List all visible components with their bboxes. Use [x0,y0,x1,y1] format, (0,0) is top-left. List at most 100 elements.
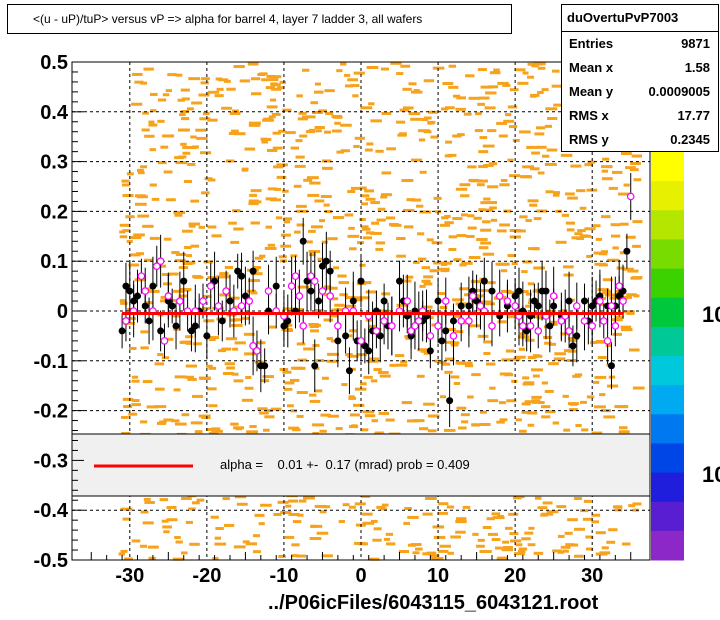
density-cell [140,510,149,514]
palette-cell [651,414,684,444]
density-cell [365,318,373,322]
data-point [468,292,477,300]
density-cell [487,129,497,133]
data-point [530,297,538,305]
density-cell [354,541,366,545]
density-cell [447,327,457,331]
density-cell [526,411,538,415]
density-cell [403,521,411,525]
density-cell [482,525,492,529]
density-cell [136,168,144,172]
density-cell [266,105,278,109]
density-cell [513,496,522,500]
density-cell [120,549,128,553]
density-cell [173,210,186,214]
density-cell [541,415,551,419]
density-cell [119,223,130,227]
data-point [526,322,535,330]
density-cell [140,330,149,334]
density-cell [278,255,287,259]
density-cell [308,229,316,233]
density-cell [203,260,214,264]
density-cell [297,358,307,362]
data-point [357,337,365,345]
density-cell [252,534,260,538]
density-cell [204,177,213,181]
density-cell [434,210,442,214]
density-cell [410,543,422,547]
density-cell [285,131,296,135]
density-cell [448,85,459,89]
density-cell [399,108,410,112]
density-cell [586,395,595,399]
data-point [322,257,330,265]
density-cell [423,79,435,83]
density-cell [344,73,351,77]
density-cell [280,244,292,248]
data-point [403,297,412,305]
density-cell [612,505,623,509]
data-point [603,337,612,345]
data-point [187,327,195,335]
density-cell [441,107,449,111]
density-cell [354,387,367,391]
density-cell [182,151,191,155]
density-cell [476,183,485,187]
density-cell [298,111,307,115]
density-cell [141,128,150,132]
density-cell [632,386,645,390]
density-cell [443,261,452,265]
density-cell [615,316,624,320]
density-cell [225,159,235,163]
density-cell [477,334,489,338]
stats-row-mean-x: Mean x 1.58 [562,56,718,80]
density-cell [121,183,130,187]
density-cell [473,288,483,292]
density-cell [381,503,389,507]
density-cell [223,523,235,527]
density-cell [497,81,509,85]
density-cell [244,147,256,151]
data-point [122,317,130,325]
density-cell [537,90,544,94]
density-cell [166,198,176,202]
density-cell [416,204,424,208]
density-cell [501,548,514,552]
stats-row-entries: Entries 9871 [562,32,718,56]
density-cell [186,254,193,258]
data-point [253,347,261,355]
density-cell [305,130,316,134]
density-cell [438,502,449,506]
density-cell [223,79,231,83]
density-cell [625,235,636,239]
stats-value: 9871 [681,36,710,51]
density-cell [455,517,467,521]
density-cell [541,512,554,516]
data-point [542,287,550,295]
density-cell [147,289,160,293]
density-cell [503,209,512,213]
density-cell [321,159,332,163]
density-cell [250,272,263,276]
density-cell [454,330,464,334]
density-cell [228,131,236,135]
density-cell [314,389,323,393]
data-point [134,292,142,300]
density-cell [249,193,257,197]
density-cell [284,381,295,385]
density-cell [150,109,157,113]
density-cell [123,405,133,409]
density-cell [127,317,136,321]
density-cell [131,403,142,407]
density-cell [567,518,578,522]
density-cell [345,353,353,357]
density-cell [174,535,181,539]
density-cell [591,431,603,435]
density-cell [259,254,266,258]
density-cell [352,403,365,407]
density-cell [368,102,375,106]
density-cell [349,413,360,417]
density-cell [143,497,151,501]
density-cell [288,499,299,503]
density-cell [173,388,181,392]
